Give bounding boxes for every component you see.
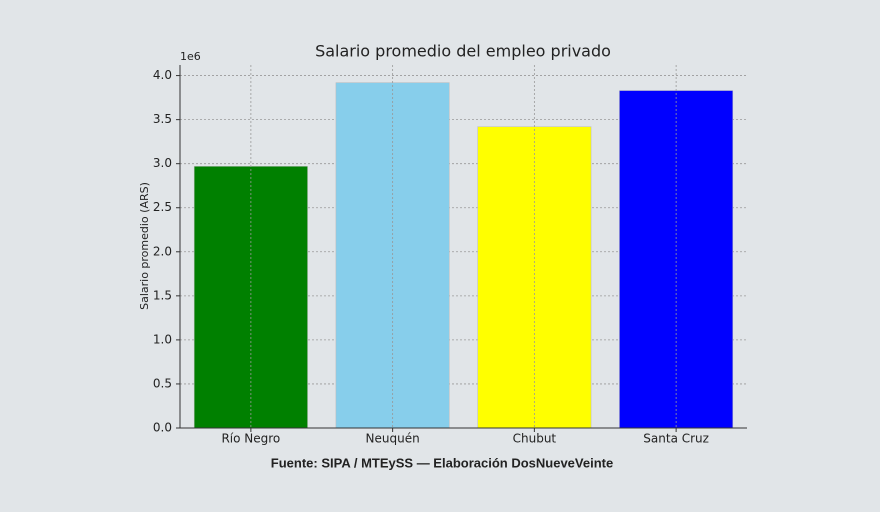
x-tick-label: Chubut — [513, 432, 557, 446]
y-tick-label: 3.5 — [153, 112, 172, 126]
x-tick-label: Neuquén — [366, 432, 420, 446]
chart-title: Salario promedio del empleo privado — [315, 42, 611, 61]
x-tick-label: Santa Cruz — [643, 432, 709, 446]
y-tick-label: 2.0 — [153, 244, 172, 258]
y-axis-label: Salario promedio (ARS) — [138, 182, 151, 310]
y-tick-label: 3.0 — [153, 156, 172, 170]
x-tick-label: Río Negro — [221, 432, 280, 446]
footer: Fuente: SIPA / MTEySS — Elaboración DosN… — [271, 455, 613, 470]
y-tick-label: 1.5 — [153, 288, 172, 302]
y-offset-label: 1e6 — [180, 50, 201, 63]
y-tick-label: 4.0 — [153, 68, 172, 82]
y-tick-label: 1.0 — [153, 332, 172, 346]
y-tick-label: 0.0 — [153, 421, 172, 435]
y-tick-label: 0.5 — [153, 376, 172, 390]
y-tick-label: 2.5 — [153, 200, 172, 214]
